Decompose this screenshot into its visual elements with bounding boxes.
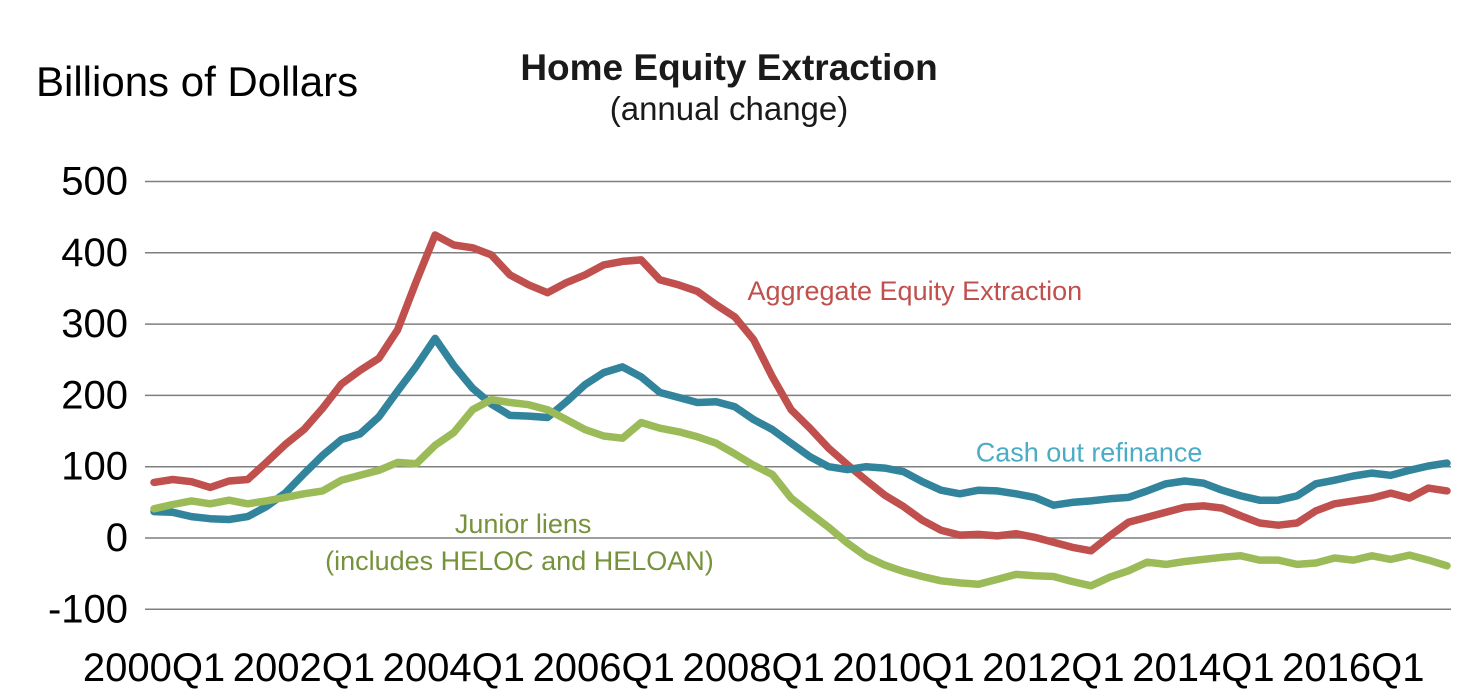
y-tick-label-200: 200: [61, 373, 128, 417]
gridlines: [145, 180, 1451, 611]
y-tick-label-100: 100: [61, 445, 128, 489]
y-tick-label-400: 400: [61, 231, 128, 275]
series-line-junior-liens-includes-heloc-and-heloan: [150, 395, 1451, 590]
x-tick-label-2014q1: 2014Q1: [1132, 646, 1274, 690]
x-tick-label-2008q1: 2008Q1: [682, 646, 824, 690]
y-axis-tick-labels: 500 400 300 200 100 0 -100: [48, 160, 128, 632]
y-tick-label-500: 500: [61, 160, 128, 204]
annotation-cash-out-refinance: Cash out refinance: [976, 438, 1203, 468]
series-lines: [150, 231, 1451, 590]
x-tick-label-2002q1: 2002Q1: [233, 646, 375, 690]
x-tick-label-2012q1: 2012Q1: [982, 646, 1124, 690]
x-tick-label-2016q1: 2016Q1: [1282, 646, 1424, 690]
x-axis-tick-labels: 2000Q1 2002Q1 2004Q1 2006Q1 2008Q1 2010Q1 2012…: [83, 646, 1425, 690]
x-tick-label-2006q1: 2006Q1: [533, 646, 675, 690]
x-tick-label-2010q1: 2010Q1: [832, 646, 974, 690]
series-line-cash-out-refinance: [150, 334, 1451, 524]
x-tick-label-2000q1: 2000Q1: [83, 646, 225, 690]
annotation-junior-liens: Junior liens: [455, 509, 592, 539]
y-tick-label-300: 300: [61, 302, 128, 346]
annotation-aggregate-equity-extraction: Aggregate Equity Extraction: [747, 276, 1082, 306]
series-annotations: Aggregate Equity Extraction Cash out refi…: [325, 276, 1202, 576]
x-tick-label-2004q1: 2004Q1: [383, 646, 525, 690]
y-tick-label-0: 0: [106, 516, 128, 560]
y-axis-caption: Billions of Dollars: [36, 58, 359, 105]
y-tick-label--100: -100: [48, 587, 128, 631]
series-line-aggregate-equity-extraction: [150, 231, 1451, 555]
annotation-includes-heloc-and-heloan: (includes HELOC and HELOAN): [325, 546, 714, 576]
